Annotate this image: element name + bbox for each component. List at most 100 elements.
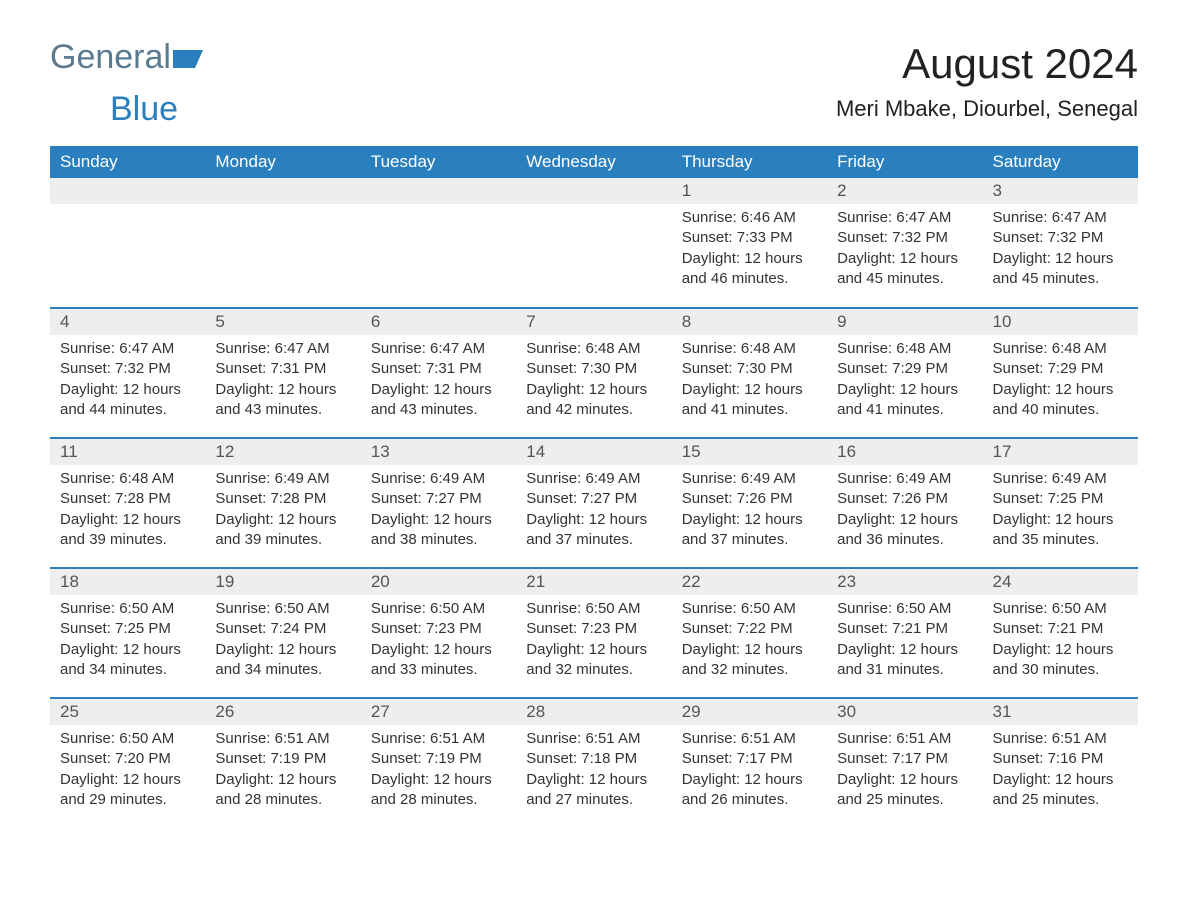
- day-of-week-header: Tuesday: [361, 146, 516, 178]
- day-number: 4: [50, 309, 205, 335]
- title-block: August 2024 Meri Mbake, Diourbel, Senega…: [836, 40, 1138, 122]
- calendar-day-cell: 2Sunrise: 6:47 AMSunset: 7:32 PMDaylight…: [827, 178, 982, 308]
- sunset-text: Sunset: 7:16 PM: [993, 749, 1128, 769]
- sunset-text: Sunset: 7:33 PM: [682, 228, 817, 248]
- day-number: [361, 178, 516, 204]
- brand-logo: General Blue: [50, 40, 203, 126]
- day-data: Sunrise: 6:49 AMSunset: 7:27 PMDaylight:…: [516, 465, 671, 560]
- day-of-week-header: Friday: [827, 146, 982, 178]
- sunrise-text: Sunrise: 6:49 AM: [682, 469, 817, 489]
- sunrise-text: Sunrise: 6:47 AM: [371, 339, 506, 359]
- brand-part1: General: [50, 38, 171, 76]
- day-number: 5: [205, 309, 360, 335]
- daylight-text: Daylight: 12 hours and 46 minutes.: [682, 249, 817, 290]
- daylight-text: Daylight: 12 hours and 43 minutes.: [215, 380, 350, 421]
- sunset-text: Sunset: 7:32 PM: [60, 359, 195, 379]
- daylight-text: Daylight: 12 hours and 39 minutes.: [60, 510, 195, 551]
- day-data: Sunrise: 6:48 AMSunset: 7:29 PMDaylight:…: [827, 335, 982, 430]
- calendar-day-cell: 15Sunrise: 6:49 AMSunset: 7:26 PMDayligh…: [672, 438, 827, 568]
- sunrise-text: Sunrise: 6:48 AM: [682, 339, 817, 359]
- day-number: 10: [983, 309, 1138, 335]
- calendar-day-cell: [361, 178, 516, 308]
- day-number: 14: [516, 439, 671, 465]
- daylight-text: Daylight: 12 hours and 39 minutes.: [215, 510, 350, 551]
- sunrise-text: Sunrise: 6:49 AM: [371, 469, 506, 489]
- day-data: Sunrise: 6:49 AMSunset: 7:25 PMDaylight:…: [983, 465, 1138, 560]
- day-number: 13: [361, 439, 516, 465]
- day-number: 31: [983, 699, 1138, 725]
- calendar-day-cell: 23Sunrise: 6:50 AMSunset: 7:21 PMDayligh…: [827, 568, 982, 698]
- sunrise-text: Sunrise: 6:51 AM: [682, 729, 817, 749]
- calendar-day-cell: 25Sunrise: 6:50 AMSunset: 7:20 PMDayligh…: [50, 698, 205, 828]
- day-data: Sunrise: 6:47 AMSunset: 7:32 PMDaylight:…: [983, 204, 1138, 299]
- sunrise-text: Sunrise: 6:48 AM: [837, 339, 972, 359]
- daylight-text: Daylight: 12 hours and 34 minutes.: [215, 640, 350, 681]
- calendar-body: 1Sunrise: 6:46 AMSunset: 7:33 PMDaylight…: [50, 178, 1138, 828]
- calendar-week-row: 25Sunrise: 6:50 AMSunset: 7:20 PMDayligh…: [50, 698, 1138, 828]
- sunset-text: Sunset: 7:31 PM: [215, 359, 350, 379]
- daylight-text: Daylight: 12 hours and 44 minutes.: [60, 380, 195, 421]
- day-number: 2: [827, 178, 982, 204]
- day-number: [205, 178, 360, 204]
- day-data: Sunrise: 6:51 AMSunset: 7:17 PMDaylight:…: [672, 725, 827, 820]
- calendar-day-cell: 13Sunrise: 6:49 AMSunset: 7:27 PMDayligh…: [361, 438, 516, 568]
- sunset-text: Sunset: 7:21 PM: [993, 619, 1128, 639]
- day-of-week-header: Saturday: [983, 146, 1138, 178]
- day-number: 30: [827, 699, 982, 725]
- flag-icon: [173, 40, 203, 74]
- day-data: Sunrise: 6:49 AMSunset: 7:27 PMDaylight:…: [361, 465, 516, 560]
- sunset-text: Sunset: 7:19 PM: [371, 749, 506, 769]
- day-data: Sunrise: 6:50 AMSunset: 7:22 PMDaylight:…: [672, 595, 827, 690]
- sunrise-text: Sunrise: 6:50 AM: [60, 599, 195, 619]
- header: General Blue August 2024 Meri Mbake, Dio…: [50, 40, 1138, 126]
- day-number: 15: [672, 439, 827, 465]
- calendar-day-cell: 4 Sunrise: 6:47 AMSunset: 7:32 PMDaylight…: [50, 308, 205, 438]
- daylight-text: Daylight: 12 hours and 29 minutes.: [60, 770, 195, 811]
- day-of-week-header: Sunday: [50, 146, 205, 178]
- daylight-text: Daylight: 12 hours and 31 minutes.: [837, 640, 972, 681]
- day-data: Sunrise: 6:49 AMSunset: 7:28 PMDaylight:…: [205, 465, 360, 560]
- calendar-day-cell: 27Sunrise: 6:51 AMSunset: 7:19 PMDayligh…: [361, 698, 516, 828]
- location-subtitle: Meri Mbake, Diourbel, Senegal: [836, 96, 1138, 122]
- daylight-text: Daylight: 12 hours and 42 minutes.: [526, 380, 661, 421]
- calendar-day-cell: 30Sunrise: 6:51 AMSunset: 7:17 PMDayligh…: [827, 698, 982, 828]
- calendar-day-cell: 6Sunrise: 6:47 AMSunset: 7:31 PMDaylight…: [361, 308, 516, 438]
- sunrise-text: Sunrise: 6:50 AM: [215, 599, 350, 619]
- calendar-day-cell: 8Sunrise: 6:48 AMSunset: 7:30 PMDaylight…: [672, 308, 827, 438]
- calendar-day-cell: 24Sunrise: 6:50 AMSunset: 7:21 PMDayligh…: [983, 568, 1138, 698]
- day-number: 8: [672, 309, 827, 335]
- sunset-text: Sunset: 7:28 PM: [215, 489, 350, 509]
- day-data: Sunrise: 6:48 AMSunset: 7:29 PMDaylight:…: [983, 335, 1138, 430]
- day-number: 1: [672, 178, 827, 204]
- calendar-day-cell: 31Sunrise: 6:51 AMSunset: 7:16 PMDayligh…: [983, 698, 1138, 828]
- calendar-day-cell: 22Sunrise: 6:50 AMSunset: 7:22 PMDayligh…: [672, 568, 827, 698]
- day-number: 26: [205, 699, 360, 725]
- day-data: Sunrise: 6:48 AMSunset: 7:28 PMDaylight:…: [50, 465, 205, 560]
- daylight-text: Daylight: 12 hours and 28 minutes.: [371, 770, 506, 811]
- daylight-text: Daylight: 12 hours and 30 minutes.: [993, 640, 1128, 681]
- brand-part2: Blue: [110, 90, 178, 128]
- day-data: Sunrise: 6:51 AMSunset: 7:16 PMDaylight:…: [983, 725, 1138, 820]
- sunrise-text: Sunrise: 6:47 AM: [837, 208, 972, 228]
- sunset-text: Sunset: 7:17 PM: [837, 749, 972, 769]
- day-data: Sunrise: 6:51 AMSunset: 7:19 PMDaylight:…: [205, 725, 360, 820]
- sunrise-text: Sunrise: 6:49 AM: [837, 469, 972, 489]
- sunrise-text: Sunrise: 6:47 AM: [993, 208, 1128, 228]
- sunrise-text: Sunrise: 6:47 AM: [60, 339, 195, 359]
- sunrise-text: Sunrise: 6:50 AM: [60, 729, 195, 749]
- calendar-day-cell: 7Sunrise: 6:48 AMSunset: 7:30 PMDaylight…: [516, 308, 671, 438]
- sunset-text: Sunset: 7:30 PM: [526, 359, 661, 379]
- day-data: Sunrise: 6:51 AMSunset: 7:19 PMDaylight:…: [361, 725, 516, 820]
- calendar-day-cell: 26Sunrise: 6:51 AMSunset: 7:19 PMDayligh…: [205, 698, 360, 828]
- day-number: 19: [205, 569, 360, 595]
- sunrise-text: Sunrise: 6:48 AM: [526, 339, 661, 359]
- sunrise-text: Sunrise: 6:49 AM: [526, 469, 661, 489]
- calendar-table: SundayMondayTuesdayWednesdayThursdayFrid…: [50, 146, 1138, 828]
- day-number: 21: [516, 569, 671, 595]
- calendar-week-row: 4Sunrise: 6:47 AMSunset: 7:32 PMDaylight…: [50, 308, 1138, 438]
- sunset-text: Sunset: 7:29 PM: [837, 359, 972, 379]
- sunset-text: Sunset: 7:28 PM: [60, 489, 195, 509]
- day-number: 23: [827, 569, 982, 595]
- calendar-day-cell: 12Sunrise: 6:49 AMSunset: 7:28 PMDayligh…: [205, 438, 360, 568]
- page-title: August 2024: [836, 40, 1138, 88]
